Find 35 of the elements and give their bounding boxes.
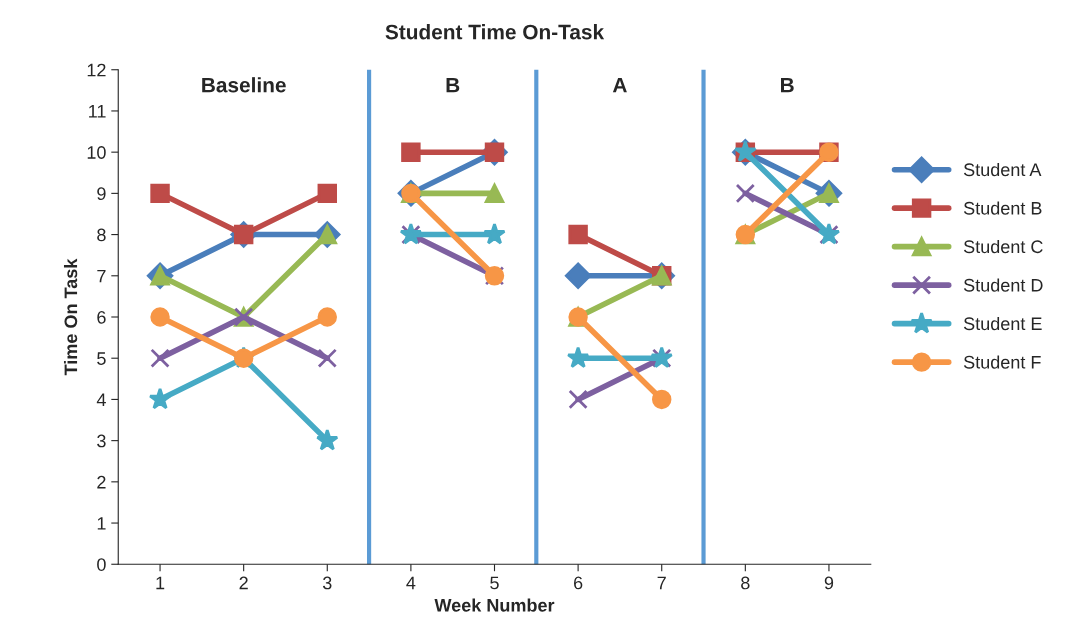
y-tick-label: 12 <box>87 63 106 77</box>
y-tick-label: 10 <box>87 146 106 159</box>
x-tick-label: 9 <box>824 576 834 590</box>
y-tick-label: 4 <box>96 393 106 406</box>
x-tick-label: 1 <box>156 576 165 590</box>
annotation: B <box>781 77 794 93</box>
x-tick-label: 2 <box>239 576 248 590</box>
y-tick-label: 6 <box>97 310 106 324</box>
y-tick-label: 9 <box>97 187 106 201</box>
y-tick-label: 7 <box>97 269 106 283</box>
y-tick-label: 1 <box>97 517 106 530</box>
legend-label: Student F <box>963 355 1041 369</box>
x-tick-label: 6 <box>574 576 583 590</box>
annotation: B <box>446 77 460 93</box>
x-tick-label: 5 <box>490 576 499 590</box>
chart-title: Student Time On-Task <box>385 24 605 40</box>
x-tick-label: 8 <box>741 576 750 590</box>
annotation: Baseline <box>202 77 286 93</box>
y-axis-title: Time On Task <box>63 258 78 376</box>
legend-label: Student A <box>963 162 1042 177</box>
annotation: A <box>612 77 627 93</box>
y-tick-label: 3 <box>97 434 106 448</box>
x-tick-label: 3 <box>322 576 332 590</box>
y-tick-label: 11 <box>89 105 106 118</box>
x-tick-label: 7 <box>657 576 666 590</box>
legend-label: Student D <box>963 278 1043 292</box>
legend-label: Student C <box>963 239 1043 254</box>
y-tick-label: 8 <box>97 228 106 242</box>
x-axis-title: Week Number <box>434 598 555 612</box>
y-tick-label: 2 <box>97 475 106 489</box>
y-tick-label: 5 <box>97 352 106 365</box>
legend-label: Student B <box>963 201 1042 215</box>
y-tick-label: 0 <box>97 558 106 571</box>
legend-label: Student E <box>963 316 1042 331</box>
x-tick-label: 4 <box>406 576 416 590</box>
